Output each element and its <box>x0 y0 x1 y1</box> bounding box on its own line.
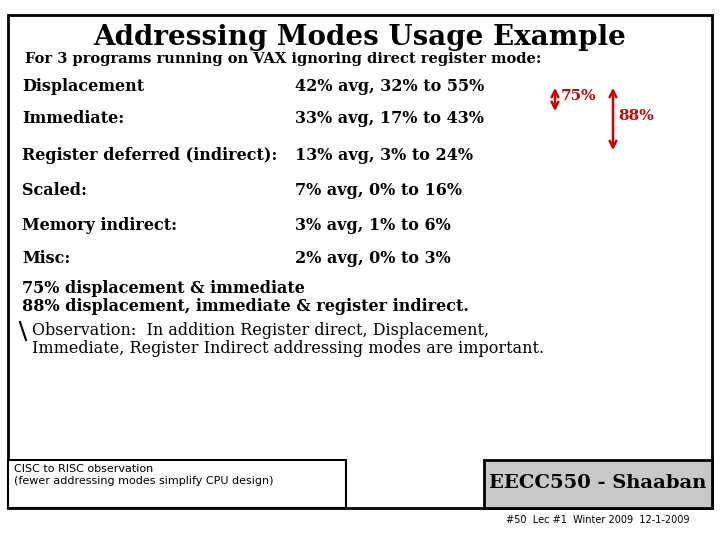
Text: 33% avg, 17% to 43%: 33% avg, 17% to 43% <box>295 110 484 127</box>
Text: Displacement: Displacement <box>22 78 144 95</box>
Text: Immediate:: Immediate: <box>22 110 125 127</box>
Text: Observation:  In addition Register direct, Displacement,: Observation: In addition Register direct… <box>32 322 489 339</box>
Text: Scaled:: Scaled: <box>22 182 87 199</box>
Text: CISC to RISC observation
(fewer addressing modes simplify CPU design): CISC to RISC observation (fewer addressi… <box>14 464 274 485</box>
Text: 2% avg, 0% to 3%: 2% avg, 0% to 3% <box>295 250 451 267</box>
Text: Addressing Modes Usage Example: Addressing Modes Usage Example <box>94 24 626 51</box>
Text: For 3 programs running on VAX ignoring direct register mode:: For 3 programs running on VAX ignoring d… <box>25 52 541 66</box>
Text: 7% avg, 0% to 16%: 7% avg, 0% to 16% <box>295 182 462 199</box>
Bar <box>8 460 346 508</box>
Text: EECC550 - Shaaban: EECC550 - Shaaban <box>490 474 707 492</box>
Text: Immediate, Register Indirect addressing modes are important.: Immediate, Register Indirect addressing … <box>32 340 544 357</box>
Text: 75%: 75% <box>561 90 597 104</box>
Text: 75% displacement & immediate: 75% displacement & immediate <box>22 280 305 297</box>
Text: 42% avg, 32% to 55%: 42% avg, 32% to 55% <box>295 78 485 95</box>
Text: 88% displacement, immediate & register indirect.: 88% displacement, immediate & register i… <box>22 298 469 315</box>
Bar <box>484 460 712 508</box>
Text: Register deferred (indirect):: Register deferred (indirect): <box>22 147 277 164</box>
Text: 3% avg, 1% to 6%: 3% avg, 1% to 6% <box>295 217 451 234</box>
Text: Misc:: Misc: <box>22 250 71 267</box>
Text: #50  Lec #1  Winter 2009  12-1-2009: #50 Lec #1 Winter 2009 12-1-2009 <box>506 515 690 525</box>
Text: 88%: 88% <box>618 109 654 123</box>
Text: 13% avg, 3% to 24%: 13% avg, 3% to 24% <box>295 147 473 164</box>
Text: Memory indirect:: Memory indirect: <box>22 217 177 234</box>
